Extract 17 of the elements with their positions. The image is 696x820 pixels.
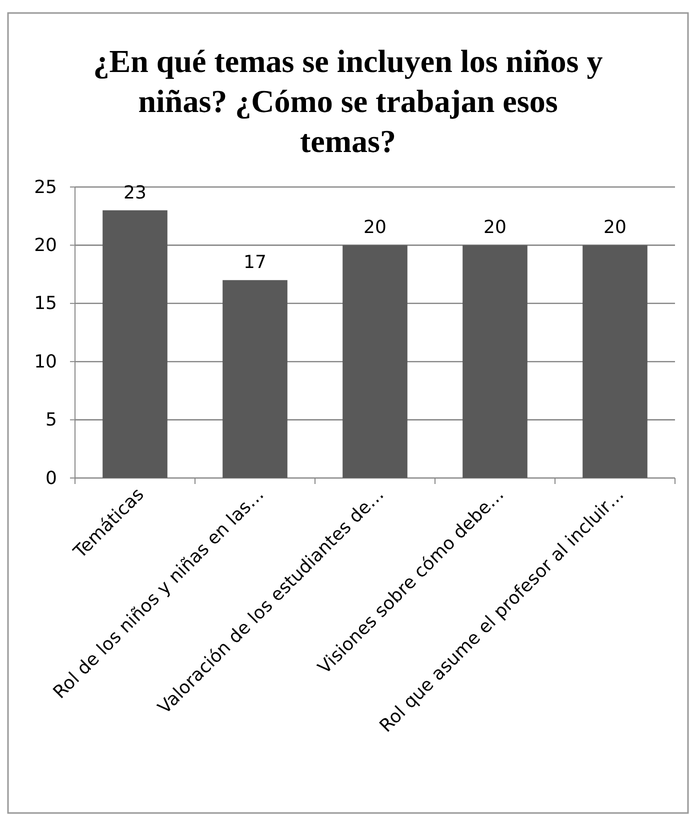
data-label: 20 — [484, 217, 506, 238]
data-label: 23 — [124, 182, 146, 204]
y-tick-label: 0 — [46, 468, 57, 489]
data-label: 20 — [364, 217, 386, 238]
y-tick-label: 5 — [46, 410, 57, 431]
bar — [342, 245, 408, 478]
data-label: 17 — [244, 252, 266, 274]
bar — [582, 245, 648, 478]
bar — [462, 245, 528, 478]
y-tick-label: 10 — [34, 351, 57, 372]
bar — [102, 210, 168, 478]
y-tick-label: 15 — [34, 293, 57, 314]
y-tick-label: 20 — [34, 234, 57, 256]
bar — [222, 280, 288, 478]
y-tick-label: 25 — [34, 176, 57, 198]
data-label: 20 — [604, 217, 626, 238]
chart-title: ¿En qué temas se incluyen los niños y niñas? ¿Cómo se trabajan esos temas? — [93, 43, 603, 159]
